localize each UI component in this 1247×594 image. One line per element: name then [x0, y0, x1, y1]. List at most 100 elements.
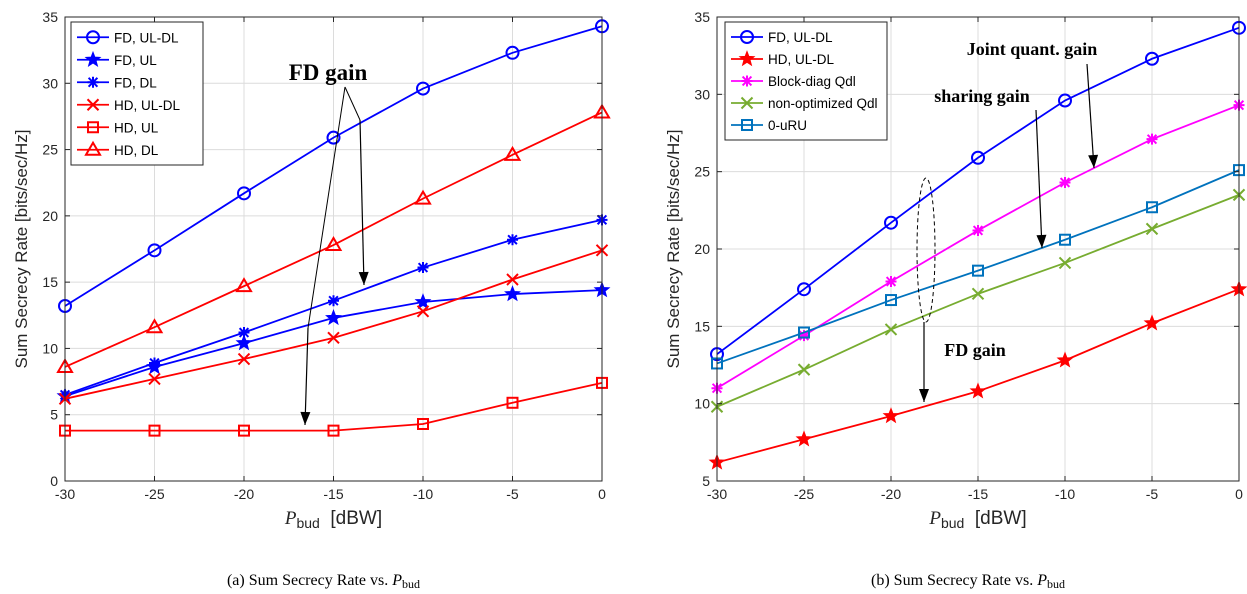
data-point [416, 305, 430, 318]
data-point [506, 396, 519, 409]
series-2 [708, 280, 1247, 470]
x-tick-label: 0 [1235, 486, 1243, 502]
data-point [1056, 351, 1074, 368]
annotation-ellipse [916, 177, 936, 323]
legend-label: Block-diag Qdl [768, 74, 856, 89]
data-point [147, 243, 162, 258]
legend-label: HD, UL [114, 120, 159, 135]
data-point [797, 363, 811, 376]
x-tick-label: -25 [144, 486, 164, 502]
x-tick-label: -5 [1146, 486, 1159, 502]
legend-swatch-marker [84, 140, 102, 156]
data-point [237, 186, 251, 201]
annotation-arrow-1-shaft [304, 327, 309, 426]
series-4 [710, 188, 1246, 413]
y-axis-label: Sum Secrecy Rate [bits/sec/Hz] [664, 129, 683, 368]
y-tick-label: 10 [42, 340, 58, 356]
data-point [1058, 93, 1072, 108]
x-tick-label: -5 [506, 486, 519, 502]
legend-swatch-marker [741, 75, 753, 87]
data-point [414, 293, 432, 310]
data-point [795, 430, 813, 447]
data-point [503, 145, 522, 161]
y-tick-label: 20 [42, 208, 58, 224]
y-tick-label: 30 [694, 86, 710, 102]
annotation-label: sharing gain [934, 86, 1030, 106]
legend-item: non-optimized Qdl [731, 96, 878, 111]
annotation-arrow-2-shaft [359, 119, 365, 286]
legend-item: 0-uRU [731, 118, 807, 133]
legend-swatch-marker [86, 30, 100, 45]
legend-swatch-marker [738, 50, 756, 67]
legend-label: FD, DL [114, 75, 157, 90]
data-point [1146, 201, 1158, 214]
data-point [417, 262, 429, 274]
series-line [716, 169, 1240, 365]
legend-label: HD, UL-DL [114, 98, 181, 113]
series-line [65, 382, 603, 432]
annotation-label: FD gain [944, 340, 1006, 360]
legend-item: HD, UL-DL [731, 50, 835, 67]
data-point [971, 150, 985, 165]
data-point [1146, 133, 1158, 145]
y-axis-label: Sum Secrecy Rate [bits/sec/Hz] [12, 129, 31, 368]
data-point [148, 372, 161, 386]
legend: FD, UL-DL FD, UL FD, DL HD, UL-DL HD, UL HD, … [70, 21, 204, 166]
chart-b: -30 -25 -20 -15 -10 -5 0 5 10 15 20 25 30 35 Pbud [dBW… [664, 9, 1247, 591]
data-point [504, 285, 521, 302]
data-point [882, 407, 900, 424]
chart-caption: (b) Sum Secrecy Rate vs. Pbud [871, 572, 1065, 591]
x-tick-label: -20 [881, 486, 901, 502]
legend-label: FD, UL-DL [768, 30, 833, 45]
legend-swatch-marker [740, 96, 754, 110]
data-point [325, 309, 342, 326]
legend-swatch-marker [87, 121, 99, 134]
annotation-leader [344, 86, 361, 121]
data-point [238, 424, 250, 437]
series-line [716, 26, 1240, 355]
annotation-fd-gain: FD gain [289, 60, 369, 426]
data-point [1145, 222, 1159, 236]
data-point [327, 331, 340, 345]
y-tick-label: 5 [50, 407, 58, 423]
legend: FD, UL-DL HD, UL-DL Block-diag Qdl non-opti… [724, 21, 888, 141]
annotation-arrow-head [1036, 234, 1047, 248]
data-point [505, 45, 520, 60]
x-tick-label: -10 [1055, 486, 1075, 502]
annotation-sharing-gain: sharing gain [934, 86, 1047, 249]
data-point [1143, 314, 1161, 331]
legend-swatch-marker [740, 30, 754, 44]
legend-item: FD, UL [77, 50, 157, 68]
data-point [235, 277, 253, 293]
annotation-arrow-head [1088, 154, 1099, 168]
annotation-joint-quant-gain: Joint quant. gain [967, 39, 1099, 169]
x-tick-label: 0 [598, 486, 606, 502]
legend-item: HD, DL [77, 140, 159, 158]
y-tick-label: 20 [694, 241, 710, 257]
y-tick-label: 35 [42, 9, 58, 25]
y-tick-label: 35 [694, 9, 710, 25]
legend-swatch-marker [84, 50, 102, 67]
legend-label: non-optimized Qdl [768, 96, 878, 111]
legend-label: FD, UL-DL [114, 30, 179, 45]
data-point [148, 424, 161, 437]
series-line [64, 111, 603, 368]
legend-item: HD, UL [77, 120, 159, 135]
data-point [885, 275, 897, 287]
x-tick-label: -20 [234, 486, 254, 502]
data-point [969, 382, 987, 399]
data-point [971, 287, 985, 301]
data-point [798, 326, 810, 339]
y-tick-label: 0 [50, 473, 58, 489]
legend-label: FD, UL [114, 53, 157, 68]
series-5 [59, 376, 608, 437]
data-point [885, 294, 897, 307]
data-point [1145, 51, 1159, 66]
data-point [324, 236, 343, 252]
data-point [972, 264, 984, 277]
data-point [506, 273, 519, 286]
data-point [327, 424, 340, 437]
data-point [414, 189, 432, 205]
x-axis-label: Pbud [dBW] [284, 508, 382, 531]
